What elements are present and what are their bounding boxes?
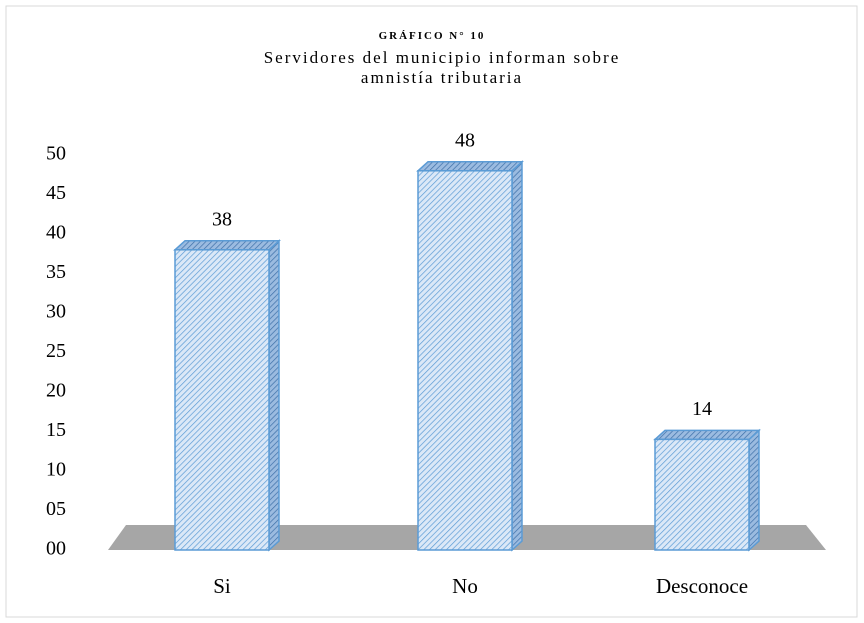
y-tick-label: 45 [46, 182, 66, 204]
x-tick-label: Desconoce [656, 574, 748, 598]
y-tick-label: 25 [46, 340, 66, 362]
x-tick-label: Si [213, 574, 231, 598]
y-tick-label: 35 [46, 261, 66, 283]
y-tick-label: 05 [46, 498, 66, 520]
y-tick-label: 50 [46, 143, 66, 165]
y-tick-label: 40 [46, 222, 66, 244]
bar-top [653, 429, 761, 441]
chart-title: GRÁFICO N° 10 [378, 30, 486, 42]
data-label: 48 [455, 129, 475, 151]
bar-side [511, 160, 523, 552]
bar [654, 438, 750, 551]
bar [174, 249, 270, 551]
y-tick-label: 15 [46, 419, 66, 441]
chart-subtitle: Servidores del municipio informan sobre … [263, 48, 621, 87]
bar-side [748, 428, 760, 552]
bar-top [173, 240, 281, 251]
data-label: 14 [692, 398, 712, 420]
y-tick-label: 30 [46, 301, 66, 323]
bar [417, 170, 513, 551]
y-tick-label: 00 [46, 538, 66, 560]
bar-top [416, 161, 524, 172]
x-tick-label: No [452, 574, 478, 598]
y-tick-label: 10 [46, 459, 66, 481]
data-label: 38 [212, 208, 232, 230]
chart-border [5, 5, 858, 618]
bar-side [268, 239, 280, 552]
y-tick-label: 20 [46, 380, 66, 402]
